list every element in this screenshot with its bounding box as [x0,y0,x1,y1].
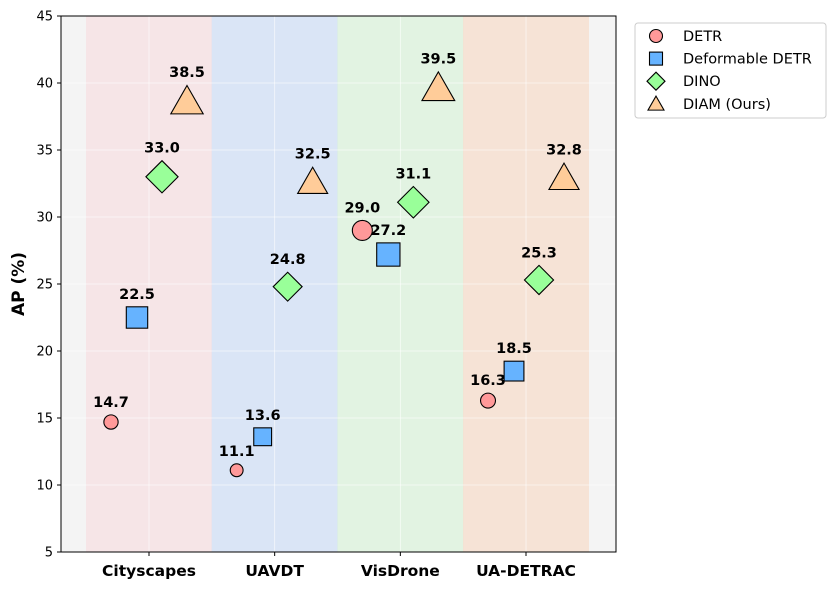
data-label-dino-visdrone: 31.1 [395,167,431,183]
legend-label-diam-ours: DIAM (Ours) [683,97,771,113]
data-label-dino-uavdt: 24.8 [270,252,306,268]
data-label-detr-cityscapes: 14.7 [93,395,129,411]
marker-diam-ours-ua-detrac [548,162,581,191]
data-label-deformable-detr-ua-detrac: 18.5 [496,341,532,357]
data-label-diam-ours-visdrone: 39.5 [420,51,456,67]
y-tick-label: 30 [36,211,53,226]
data-label-diam-ours-cityscapes: 38.5 [169,65,205,81]
y-tick-label: 35 [36,144,53,159]
legend-marker-dino [646,71,666,91]
legend-label-dino: DINO [683,74,721,90]
marker-diam-ours-uavdt [296,166,329,195]
x-tick-label-visdrone: VisDrone [361,562,440,580]
legend-marker-detr [648,28,664,44]
x-tick-label-uavdt: UAVDT [245,562,304,580]
marker-dino-uavdt [272,271,303,302]
marker-detr-ua-detrac [480,392,497,409]
marker-deformable-detr-visdrone [376,242,401,267]
legend-label-detr: DETR [683,29,722,45]
data-label-deformable-detr-visdrone: 27.2 [370,223,406,239]
y-tick-label: 10 [36,479,53,494]
legend-marker-diam-ours [647,95,665,111]
y-axis-title: AP (%) [9,252,29,316]
y-tick-label: 45 [36,10,53,25]
marker-deformable-detr-ua-detrac [503,360,525,382]
marker-detr-uavdt [229,463,244,478]
legend-box [634,22,827,119]
x-tick-label-ua-detrac: UA-DETRAC [476,562,576,580]
y-tick-label: 15 [36,412,53,427]
marker-dino-cityscapes [145,159,179,194]
marker-detr-visdrone [351,219,373,241]
marker-diam-ours-visdrone [420,70,456,102]
data-label-detr-visdrone: 29.0 [344,200,380,216]
legend-marker-deformable-detr [648,51,664,66]
data-label-detr-ua-detrac: 16.3 [470,373,506,389]
data-markers [103,70,581,478]
y-tick-label: 25 [36,278,53,293]
y-tick-label: 40 [36,77,53,92]
data-label-diam-ours-uavdt: 32.5 [295,147,331,163]
marker-deformable-detr-cityscapes [125,306,149,329]
x-tick-label-cityscapes: Cityscapes [102,562,196,580]
marker-diam-ours-cityscapes [169,84,205,115]
data-label-dino-ua-detrac: 25.3 [521,245,557,261]
y-tick-label: 20 [36,345,53,360]
marker-dino-visdrone [396,185,430,219]
data-label-diam-ours-ua-detrac: 32.8 [546,142,582,158]
legend-label-deformable-detr: Deformable DETR [683,52,812,68]
axes: 5 10 15 20 25 30 35 40 45 Cityscapes UAVDT VisDrone… [9,10,617,580]
marker-detr-cityscapes [103,414,119,430]
data-label-detr-uavdt: 11.1 [219,444,255,460]
y-tick-label: 5 [45,546,53,561]
data-labels: 14.7 11.1 29.0 16.3 22.5 13.6 27.2 18.5 33.0 24.8… [93,51,582,460]
marker-deformable-detr-uavdt [253,427,273,447]
data-label-deformable-detr-uavdt: 13.6 [245,408,281,424]
legend: DETR Deformable DETR DINO DIAM (Ours) [634,22,827,119]
data-label-deformable-detr-cityscapes: 22.5 [119,287,155,303]
data-label-dino-cityscapes: 33.0 [144,141,180,157]
marker-dino-ua-detrac [523,264,555,296]
